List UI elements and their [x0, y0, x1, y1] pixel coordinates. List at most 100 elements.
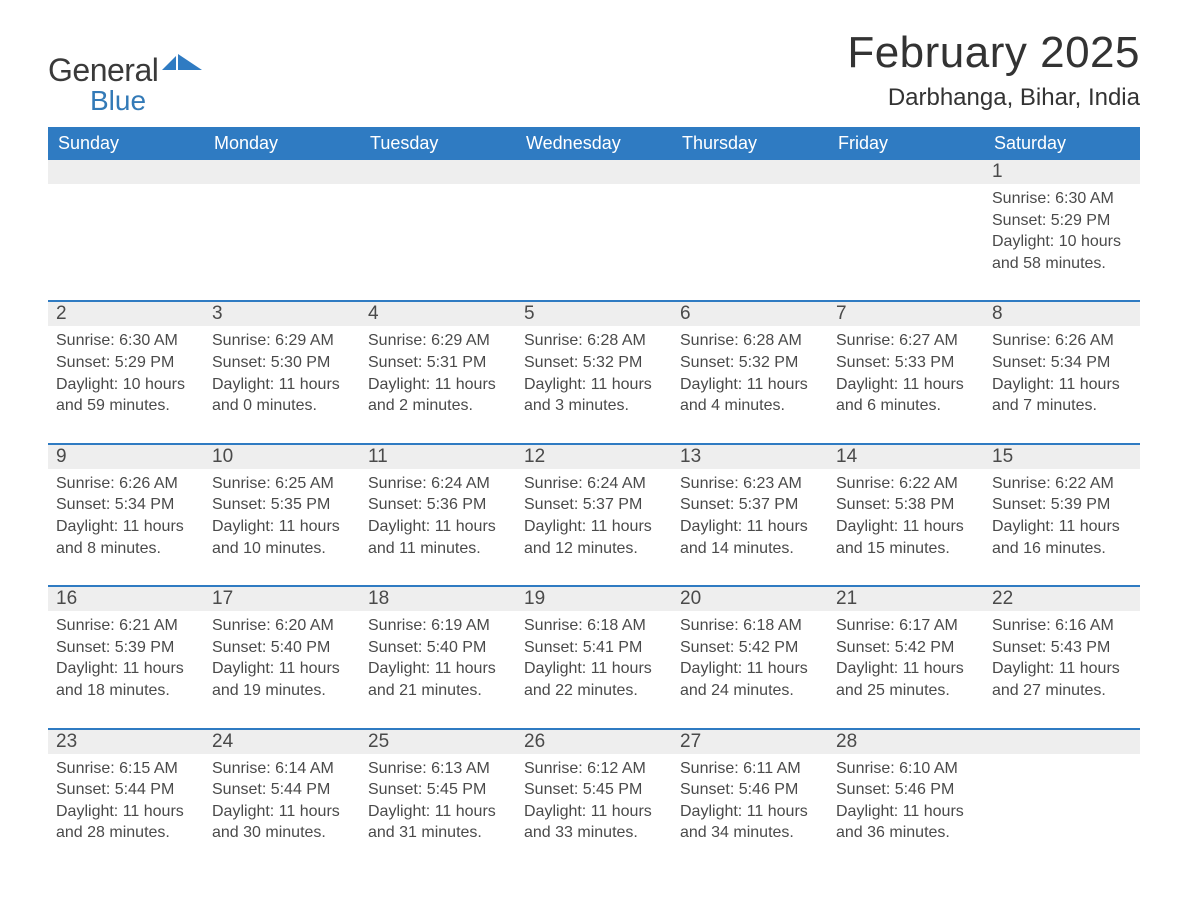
day-number: 2 [48, 302, 204, 326]
sunrise-line: Sunrise: 6:28 AM [680, 330, 820, 352]
day-number: 16 [48, 587, 204, 611]
sunrise-line: Sunrise: 6:26 AM [992, 330, 1132, 352]
sunset-line: Sunset: 5:40 PM [368, 637, 508, 659]
sunrise-line: Sunrise: 6:29 AM [368, 330, 508, 352]
daylight-line: Daylight: 11 hours and 15 minutes. [836, 516, 976, 559]
page-subtitle: Darbhanga, Bihar, India [847, 84, 1140, 112]
day-details [984, 754, 1140, 852]
daylight-line: Daylight: 11 hours and 11 minutes. [368, 516, 508, 559]
sunrise-line: Sunrise: 6:26 AM [56, 473, 196, 495]
day-details: Sunrise: 6:15 AMSunset: 5:44 PMDaylight:… [48, 754, 204, 852]
day-number: 25 [360, 730, 516, 754]
week-details-row: Sunrise: 6:21 AMSunset: 5:39 PMDaylight:… [48, 611, 1140, 709]
dow-monday: Monday [204, 127, 360, 160]
sunrise-line: Sunrise: 6:23 AM [680, 473, 820, 495]
sunrise-line: Sunrise: 6:22 AM [992, 473, 1132, 495]
daylight-line: Daylight: 11 hours and 2 minutes. [368, 374, 508, 417]
brand-word-1: General [48, 52, 158, 89]
day-details: Sunrise: 6:29 AMSunset: 5:31 PMDaylight:… [360, 326, 516, 424]
day-details: Sunrise: 6:28 AMSunset: 5:32 PMDaylight:… [516, 326, 672, 424]
day-details [516, 184, 672, 282]
daylight-line: Daylight: 11 hours and 0 minutes. [212, 374, 352, 417]
day-number [204, 160, 360, 184]
day-details: Sunrise: 6:14 AMSunset: 5:44 PMDaylight:… [204, 754, 360, 852]
day-details: Sunrise: 6:18 AMSunset: 5:42 PMDaylight:… [672, 611, 828, 709]
sunrise-line: Sunrise: 6:15 AM [56, 758, 196, 780]
dow-tuesday: Tuesday [360, 127, 516, 160]
sunrise-line: Sunrise: 6:19 AM [368, 615, 508, 637]
day-number [516, 160, 672, 184]
day-number: 26 [516, 730, 672, 754]
sunrise-line: Sunrise: 6:30 AM [56, 330, 196, 352]
day-number: 6 [672, 302, 828, 326]
day-details: Sunrise: 6:26 AMSunset: 5:34 PMDaylight:… [984, 326, 1140, 424]
day-details: Sunrise: 6:19 AMSunset: 5:40 PMDaylight:… [360, 611, 516, 709]
day-number [828, 160, 984, 184]
sunrise-line: Sunrise: 6:21 AM [56, 615, 196, 637]
sunrise-line: Sunrise: 6:11 AM [680, 758, 820, 780]
dow-friday: Friday [828, 127, 984, 160]
sunrise-line: Sunrise: 6:18 AM [680, 615, 820, 637]
sunset-line: Sunset: 5:37 PM [524, 494, 664, 516]
day-details [204, 184, 360, 282]
daylight-line: Daylight: 11 hours and 19 minutes. [212, 658, 352, 701]
sunrise-line: Sunrise: 6:22 AM [836, 473, 976, 495]
day-number: 28 [828, 730, 984, 754]
day-number: 9 [48, 445, 204, 469]
week-details-row: Sunrise: 6:26 AMSunset: 5:34 PMDaylight:… [48, 469, 1140, 567]
daylight-line: Daylight: 11 hours and 22 minutes. [524, 658, 664, 701]
sunset-line: Sunset: 5:34 PM [992, 352, 1132, 374]
sunset-line: Sunset: 5:36 PM [368, 494, 508, 516]
sunset-line: Sunset: 5:42 PM [680, 637, 820, 659]
sunset-line: Sunset: 5:39 PM [992, 494, 1132, 516]
day-number: 20 [672, 587, 828, 611]
sunset-line: Sunset: 5:32 PM [524, 352, 664, 374]
sunset-line: Sunset: 5:46 PM [836, 779, 976, 801]
day-number: 4 [360, 302, 516, 326]
day-details: Sunrise: 6:24 AMSunset: 5:36 PMDaylight:… [360, 469, 516, 567]
sunset-line: Sunset: 5:37 PM [680, 494, 820, 516]
week-details-row: Sunrise: 6:30 AMSunset: 5:29 PMDaylight:… [48, 184, 1140, 282]
sunrise-line: Sunrise: 6:13 AM [368, 758, 508, 780]
sunrise-line: Sunrise: 6:12 AM [524, 758, 664, 780]
day-details: Sunrise: 6:12 AMSunset: 5:45 PMDaylight:… [516, 754, 672, 852]
day-number [48, 160, 204, 184]
week-daynum-row: 16171819202122 [48, 585, 1140, 611]
day-number: 1 [984, 160, 1140, 184]
sunset-line: Sunset: 5:34 PM [56, 494, 196, 516]
sunset-line: Sunset: 5:32 PM [680, 352, 820, 374]
calendar: Sunday Monday Tuesday Wednesday Thursday… [48, 127, 1140, 852]
day-details: Sunrise: 6:16 AMSunset: 5:43 PMDaylight:… [984, 611, 1140, 709]
sunrise-line: Sunrise: 6:18 AM [524, 615, 664, 637]
daylight-line: Daylight: 11 hours and 8 minutes. [56, 516, 196, 559]
sunrise-line: Sunrise: 6:20 AM [212, 615, 352, 637]
sunrise-line: Sunrise: 6:29 AM [212, 330, 352, 352]
sunrise-line: Sunrise: 6:25 AM [212, 473, 352, 495]
day-details: Sunrise: 6:28 AMSunset: 5:32 PMDaylight:… [672, 326, 828, 424]
sunset-line: Sunset: 5:42 PM [836, 637, 976, 659]
day-number: 3 [204, 302, 360, 326]
day-details: Sunrise: 6:24 AMSunset: 5:37 PMDaylight:… [516, 469, 672, 567]
sunrise-line: Sunrise: 6:16 AM [992, 615, 1132, 637]
day-details: Sunrise: 6:13 AMSunset: 5:45 PMDaylight:… [360, 754, 516, 852]
flag-icon [162, 52, 204, 79]
dow-saturday: Saturday [984, 127, 1140, 160]
daylight-line: Daylight: 11 hours and 21 minutes. [368, 658, 508, 701]
week-daynum-row: 1 [48, 160, 1140, 184]
daylight-line: Daylight: 11 hours and 30 minutes. [212, 801, 352, 844]
daylight-line: Daylight: 11 hours and 28 minutes. [56, 801, 196, 844]
daylight-line: Daylight: 11 hours and 18 minutes. [56, 658, 196, 701]
sunrise-line: Sunrise: 6:27 AM [836, 330, 976, 352]
daylight-line: Daylight: 11 hours and 3 minutes. [524, 374, 664, 417]
sunset-line: Sunset: 5:40 PM [212, 637, 352, 659]
sunset-line: Sunset: 5:45 PM [368, 779, 508, 801]
day-number: 7 [828, 302, 984, 326]
daylight-line: Daylight: 10 hours and 59 minutes. [56, 374, 196, 417]
day-number: 11 [360, 445, 516, 469]
day-number: 14 [828, 445, 984, 469]
sunset-line: Sunset: 5:41 PM [524, 637, 664, 659]
day-number: 24 [204, 730, 360, 754]
sunrise-line: Sunrise: 6:24 AM [524, 473, 664, 495]
sunrise-line: Sunrise: 6:24 AM [368, 473, 508, 495]
day-details [48, 184, 204, 282]
